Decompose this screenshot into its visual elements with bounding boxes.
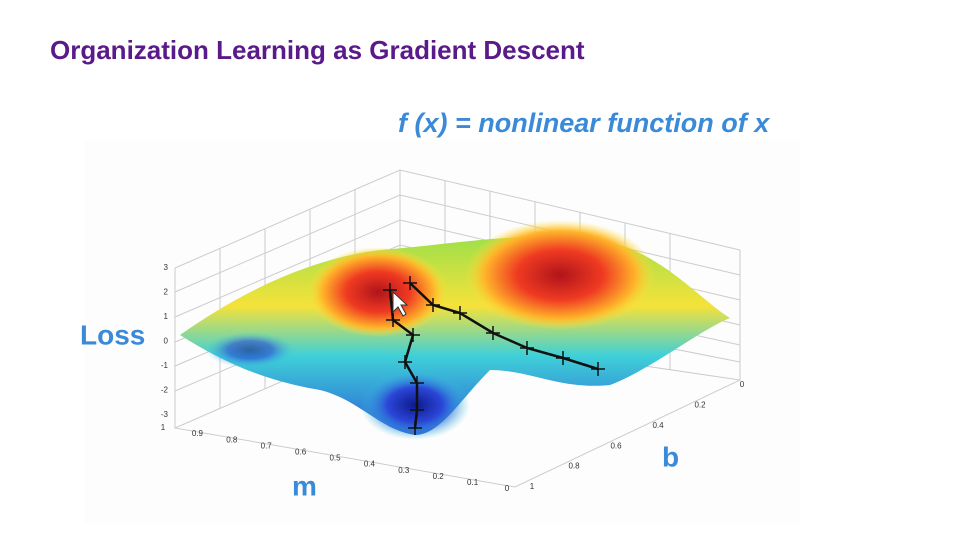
m-tick-label: 1 <box>161 423 166 432</box>
m-tick-label: 0.8 <box>226 435 238 444</box>
descent-path <box>383 276 605 435</box>
slide-title: Organization Learning as Gradient Descen… <box>50 35 585 65</box>
m-tick-label: 0.6 <box>295 448 307 457</box>
m-tick-label: 0.3 <box>398 466 410 475</box>
z-tick-label: 0 <box>164 337 169 346</box>
m-tick-label: 0.5 <box>329 454 341 463</box>
b-tick-label: 0 <box>740 380 745 389</box>
m-tick-label: 0.1 <box>467 478 479 487</box>
m-tick-label: 0.4 <box>364 460 376 469</box>
m-tick-label: 0.2 <box>433 472 445 481</box>
b-tick-label: 0.8 <box>568 462 580 471</box>
figure-caption: f (x) = nonlinear function of x <box>398 108 770 138</box>
cursor <box>392 290 409 317</box>
z-tick-label: -1 <box>161 361 169 370</box>
b-tick-label: 1 <box>530 482 535 491</box>
m-tick-label: 0.9 <box>192 429 204 438</box>
m-tick-label: 0 <box>505 484 510 493</box>
m-axis-label: m <box>292 470 317 501</box>
b-tick-label: 0.2 <box>694 401 706 410</box>
z-tick-label: 2 <box>164 288 169 297</box>
z-axis-label: Loss <box>80 319 145 350</box>
loss-surface <box>180 220 730 440</box>
z-tick-label: -2 <box>161 386 169 395</box>
z-tick-label: 3 <box>164 263 169 272</box>
m-tick-label: 0.7 <box>261 441 273 450</box>
z-tick-label: 1 <box>164 312 169 321</box>
z-tick-label: -3 <box>161 410 169 419</box>
b-axis-label: b <box>662 441 679 472</box>
b-tick-label: 0.6 <box>610 441 622 450</box>
b-tick-label: 0.4 <box>652 421 664 430</box>
